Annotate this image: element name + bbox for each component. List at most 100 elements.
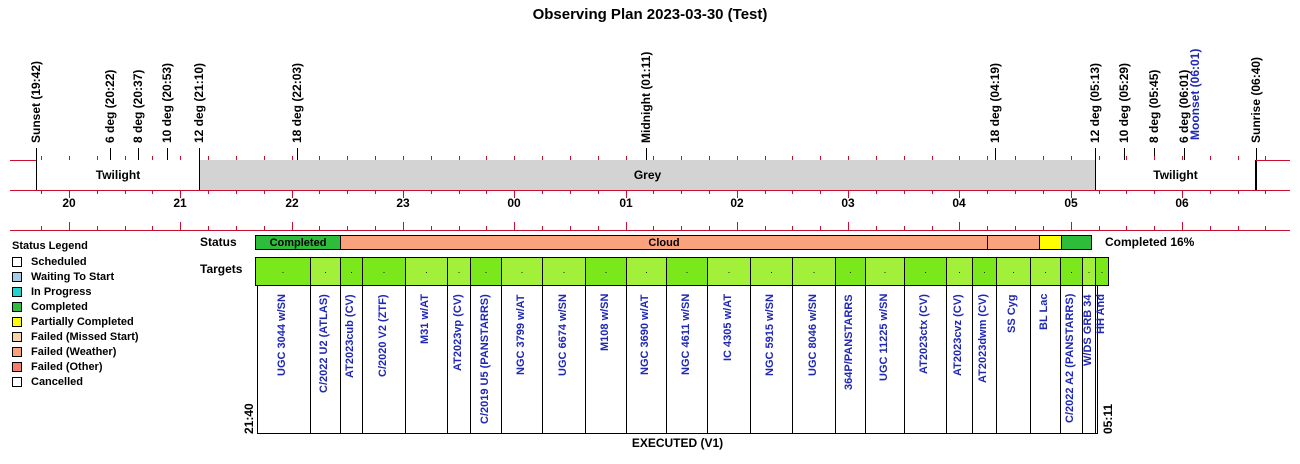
target-name[interactable]: NGC 5915 w/SN — [764, 294, 776, 376]
axis-tick — [653, 190, 654, 194]
target-cell[interactable]: · — [707, 257, 751, 286]
target-name[interactable]: 364P/PANSTARRS — [843, 294, 855, 390]
axis-tick — [987, 156, 988, 160]
target-name[interactable]: SS Cyg — [1006, 294, 1018, 333]
target-cell[interactable]: · — [626, 257, 667, 286]
target-name[interactable]: UGC 3044 w/SN — [276, 294, 288, 376]
target-name[interactable]: BL Lac — [1038, 294, 1050, 331]
target-name[interactable]: M108 w/SN — [599, 294, 611, 352]
target-cell[interactable]: · — [666, 257, 708, 286]
axis-tick — [542, 156, 543, 160]
target-cell[interactable]: · — [865, 257, 905, 286]
axis-tick — [97, 156, 98, 160]
axis-tick — [570, 190, 571, 194]
target-cell[interactable]: · — [585, 257, 627, 286]
target-cell[interactable]: · — [946, 257, 973, 286]
target-name[interactable]: IC 4305 w/AT — [722, 294, 734, 362]
target-cell[interactable]: · — [750, 257, 793, 286]
target-divider — [750, 286, 751, 434]
target-name[interactable]: C/2022 A2 (PANSTARRS) — [1064, 294, 1076, 424]
axis-tick — [1265, 226, 1266, 230]
axis-tick — [653, 226, 654, 230]
target-name[interactable]: NGC 3690 w/AT — [639, 294, 651, 375]
target-name[interactable]: UGC 6674 w/SN — [557, 294, 569, 376]
axis-tick — [347, 226, 348, 230]
target-name[interactable]: AT2023cub (CV) — [344, 294, 356, 378]
axis-tick — [681, 156, 682, 160]
target-cell[interactable]: · — [1095, 257, 1109, 286]
target-cell[interactable]: · — [542, 257, 586, 286]
axis-tick — [152, 156, 153, 160]
axis-tick — [932, 226, 933, 230]
axis-tick — [292, 190, 293, 198]
legend-label: Partially Completed — [31, 316, 134, 328]
target-divider — [904, 286, 905, 434]
axis-tick — [765, 156, 766, 160]
target-name[interactable]: AT2023ctx (CV) — [918, 294, 930, 374]
target-name[interactable]: UGC 11225 w/SN — [878, 294, 890, 382]
target-divider — [1060, 286, 1061, 434]
axis-tick — [792, 156, 793, 160]
target-name[interactable]: C/2020 V2 (ZTF) — [377, 294, 389, 377]
legend-item: Failed (Missed Start) — [12, 331, 139, 343]
axis-tick — [1126, 156, 1127, 160]
target-cell[interactable]: · — [972, 257, 997, 286]
target-cell[interactable]: · — [996, 257, 1031, 286]
target-divider — [626, 286, 627, 434]
target-cell[interactable]: · — [501, 257, 543, 286]
target-name[interactable]: W/DS GRB 34 — [1082, 294, 1094, 366]
legend-label: Scheduled — [31, 256, 87, 268]
target-cell[interactable]: · — [1060, 257, 1083, 286]
target-cell[interactable]: · — [470, 257, 502, 286]
target-cell[interactable]: · — [904, 257, 947, 286]
legend-item: Cancelled — [12, 376, 83, 388]
legend-item: Completed — [12, 301, 88, 313]
status-segment — [987, 235, 1040, 250]
target-cell[interactable]: · — [405, 257, 448, 286]
axis-tick — [180, 222, 181, 230]
target-name[interactable]: UGC 8046 w/SN — [807, 294, 819, 376]
axis-tick — [403, 222, 404, 230]
axis-tick — [431, 190, 432, 194]
target-name[interactable]: C/2019 U5 (PANSTARRS) — [479, 294, 491, 424]
axis-tick — [598, 156, 599, 160]
target-divider — [585, 286, 586, 434]
target-cell[interactable]: · — [310, 257, 341, 286]
page-title: Observing Plan 2023-03-30 (Test) — [532, 6, 768, 23]
target-divider — [1095, 286, 1096, 434]
target-marker: · — [924, 266, 927, 277]
axis-tick — [514, 190, 515, 198]
axis-tick — [1154, 156, 1155, 160]
axis-tick — [459, 190, 460, 194]
target-name[interactable]: AT2023cvz (CV) — [952, 294, 964, 376]
axis-tick — [375, 226, 376, 230]
target-cell[interactable]: · — [1082, 257, 1096, 286]
target-cell[interactable]: · — [340, 257, 363, 286]
axis-tick — [681, 190, 682, 194]
axis-tick — [848, 190, 849, 198]
axis-tick — [876, 156, 877, 160]
hour-tick-label: 00 — [507, 196, 521, 210]
axis-tick — [987, 226, 988, 230]
target-cell[interactable]: · — [362, 257, 406, 286]
target-name[interactable]: M31 w/AT — [419, 294, 431, 344]
axis-tick — [848, 156, 849, 160]
axis-tick — [959, 190, 960, 198]
target-name[interactable]: AT2023vp (CV) — [452, 294, 464, 371]
target-name[interactable]: NGC 3799 w/AT — [515, 294, 527, 375]
target-cell[interactable]: · — [1030, 257, 1061, 286]
target-marker: · — [685, 266, 689, 277]
hour-tick-label: 03 — [841, 196, 855, 210]
axis-tick — [570, 226, 571, 230]
target-cell[interactable]: · — [792, 257, 836, 286]
target-cell[interactable]: · — [447, 257, 471, 286]
target-cell[interactable]: · — [255, 257, 311, 286]
target-name[interactable]: HH And — [1095, 294, 1107, 334]
target-name[interactable]: AT2023dwm (CV) — [977, 294, 989, 384]
target-name[interactable]: C/2022 U2 (ATLAS) — [318, 294, 330, 393]
band-bottom-line — [10, 190, 1290, 191]
target-name[interactable]: NGC 4611 w/SN — [680, 294, 692, 376]
target-cell[interactable]: · — [835, 257, 866, 286]
hour-tick-label: 06 — [1175, 196, 1189, 210]
